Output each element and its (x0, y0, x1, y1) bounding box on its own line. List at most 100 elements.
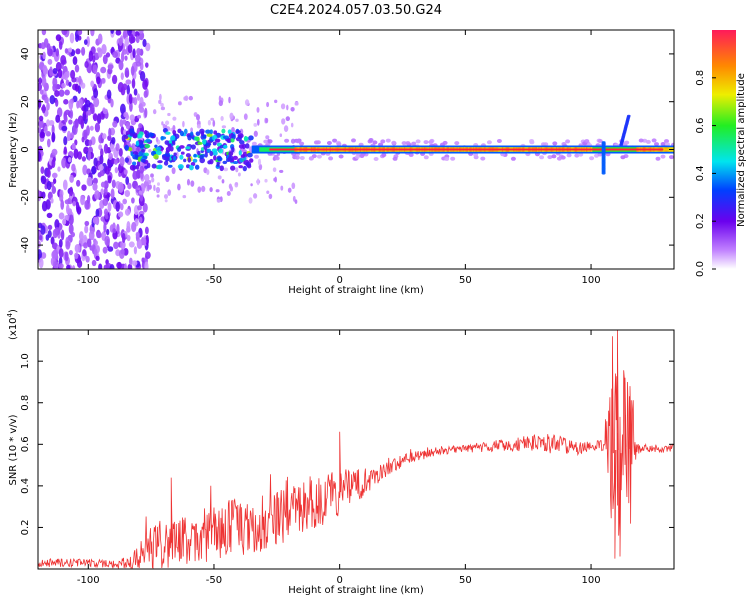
spectrogram-cell-2310 (648, 148, 651, 151)
spectrogram-cell-2058 (332, 148, 335, 151)
spectrogram-cell-444 (106, 89, 112, 100)
spectrogram-cell-825 (243, 113, 248, 120)
spectrogram-cell-599 (63, 115, 68, 123)
spectrogram-cell-2110 (397, 148, 400, 151)
spectrogram-cell-920 (654, 142, 659, 147)
spectrogram-cell-2231 (549, 148, 552, 151)
spectrogram-cell-1042 (405, 141, 411, 146)
spectrogram-cell-790 (244, 99, 250, 106)
spectrogram-cell-2175 (479, 148, 482, 151)
spectrogram-x-tick-label-0: -100 (77, 275, 100, 286)
spectrogram-cell-2287 (620, 148, 622, 151)
spectrogram-cell-1044 (669, 155, 674, 160)
spectrogram-cell-542 (65, 203, 70, 215)
spectrogram-cell-645 (111, 136, 116, 145)
spectrogram-cell-152 (110, 98, 114, 108)
spectrogram-cell-744 (150, 173, 154, 178)
spectrogram-cell-1084 (219, 165, 224, 172)
spectrogram-cell-2098 (382, 148, 385, 151)
spectrogram-cell-334 (50, 236, 55, 245)
spectrogram-cell-2078 (357, 148, 360, 151)
spectrogram-cell-2215 (529, 148, 532, 151)
spectrogram-cell-2002 (667, 147, 670, 152)
spectrogram-cell-2209 (521, 148, 524, 151)
spectrogram-cell-2288 (621, 148, 624, 151)
spectrogram-cell-1282 (185, 153, 191, 158)
spectrogram-cell-2131 (423, 148, 426, 151)
spectrogram-cell-780 (286, 104, 289, 111)
spectrogram-cell-955 (391, 140, 397, 145)
spectrogram-cell-2235 (554, 148, 557, 151)
spectrogram-cell-969 (251, 141, 257, 146)
spectrogram-cell-788 (152, 109, 157, 115)
spectrogram-cell-2304 (641, 148, 644, 151)
spectrogram-cell-2167 (469, 148, 472, 151)
spectrogram-cell-2027 (293, 148, 296, 151)
spectrogram-cell-2308 (646, 148, 649, 151)
spectrogram-cell-1147 (173, 152, 177, 156)
spectrogram-cell-426 (110, 142, 115, 152)
spectrogram-cell-2123 (413, 148, 416, 151)
spectrogram-cell-2266 (593, 148, 596, 151)
spectrogram-cell-296 (110, 188, 115, 200)
spectrogram-cell-559 (88, 50, 94, 62)
spectrogram-cell-594 (124, 208, 131, 216)
spectrogram-cell-1248 (200, 147, 205, 151)
spectrogram-cell-683 (61, 125, 68, 132)
spectrogram-cell-418 (128, 33, 134, 45)
spectrogram-panel: -100 -50 0 50 100 -40 -20 0 20 40 Height of stra… (8, 29, 675, 296)
spectrogram-cell-2302 (638, 148, 641, 151)
spectrogram-cell-117 (100, 188, 104, 195)
spectrogram-cell-830 (177, 183, 181, 191)
spectrogram-cell-2168 (470, 148, 473, 151)
spectrogram-cell-1001 (651, 138, 657, 143)
spectrogram-cell-1681 (264, 147, 267, 152)
spectrogram-cell-419 (83, 129, 88, 140)
spectrogram-cell-661 (92, 216, 99, 225)
spectrogram-cell-49 (114, 166, 119, 174)
spectrogram-cell-994 (560, 155, 566, 160)
spectrogram-cell-848 (177, 101, 182, 106)
spectrogram-cell-337 (136, 47, 142, 56)
spectrogram-cell-988 (299, 141, 305, 146)
spectrogram-cell-1998 (662, 147, 665, 152)
spectrogram-cell-2255 (579, 148, 582, 151)
snr-y-tick-label-1: 0.4 (20, 478, 31, 494)
spectrogram-cell-2156 (455, 148, 458, 151)
spectrogram-cell-2317 (657, 148, 660, 151)
spectrogram-cell-1240 (205, 129, 211, 134)
spectrogram-cell-1341 (252, 145, 255, 154)
spectrogram-cell-2249 (572, 148, 575, 151)
spectrogram-cell-829 (228, 96, 231, 104)
spectrogram-cell-789 (290, 122, 294, 128)
spectrogram-cell-346 (58, 263, 64, 269)
spectrogram-cell-817 (283, 125, 289, 132)
spectrogram-cell-139 (115, 30, 122, 36)
spectrogram-cell-977 (315, 140, 321, 145)
spectrogram-cell-2242 (563, 148, 566, 151)
spectrogram-cell-679 (60, 199, 65, 210)
spectrogram-cell-512 (145, 234, 149, 246)
spectrogram-cell-1241 (137, 156, 142, 163)
spectrogram-cell-373 (122, 198, 128, 205)
spectrogram-cell-2187 (494, 148, 497, 151)
spectrogram-cell-1183 (242, 165, 247, 172)
spectrogram-cell-699 (120, 248, 125, 255)
spectrogram-cell-556 (84, 60, 89, 69)
spectrogram-cell-2051 (323, 148, 326, 151)
spectrogram-cell-698 (68, 81, 72, 87)
spectrogram-cell-1087 (162, 128, 168, 133)
spectrogram-cell-2154 (452, 148, 455, 151)
spectrogram-cell-469 (118, 148, 123, 157)
snr-plot-area (38, 330, 674, 569)
spectrogram-cell-565 (102, 197, 109, 207)
spectrogram-cell-990 (254, 154, 259, 159)
spectrogram-cell-785 (156, 194, 160, 198)
spectrogram-cell-2087 (368, 148, 371, 151)
spectrogram-cell-2294 (628, 148, 631, 151)
spectrogram-cell-578 (99, 169, 105, 177)
spectrogram-cell-423 (115, 201, 120, 212)
spectrogram-cell-851 (158, 99, 162, 105)
spectrogram-cell-531 (86, 238, 92, 248)
